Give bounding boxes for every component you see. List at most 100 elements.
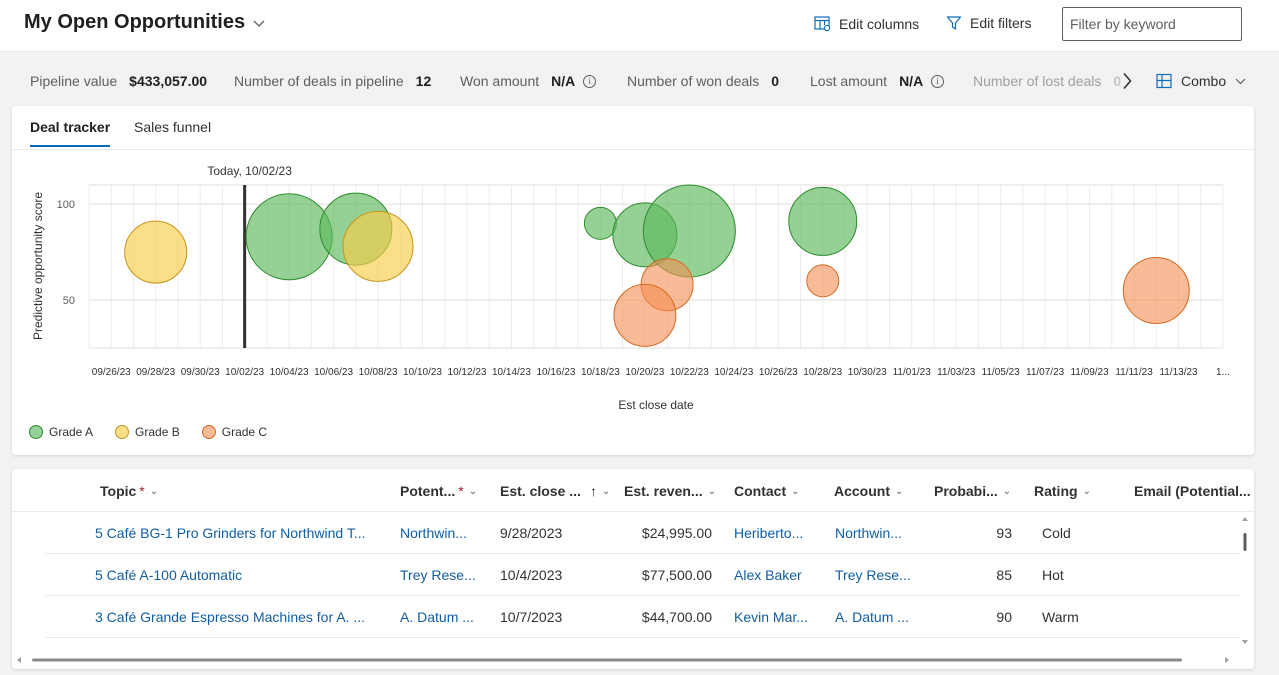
bubble-grade-b[interactable]: [342, 210, 414, 282]
cell-probability: 85: [996, 567, 1012, 583]
scrollbar-thumb[interactable]: [1243, 533, 1247, 551]
info-icon[interactable]: i: [931, 74, 945, 88]
legend-swatch: [29, 425, 43, 439]
legend-item-grade-a[interactable]: Grade A: [29, 425, 93, 439]
x-tick-label: 10/20/23: [625, 367, 664, 378]
cell-potential-customer[interactable]: A. Datum ...: [400, 609, 474, 625]
cell-est-close: 9/28/2023: [500, 525, 563, 541]
scroll-down-icon[interactable]: [1242, 640, 1248, 644]
horizontal-scrollbar[interactable]: [12, 653, 1254, 667]
cell-account[interactable]: Northwin...: [835, 525, 902, 541]
deal-tracker-card: Deal tracker Sales funnel 100 50 09/26/23 0…: [12, 106, 1254, 455]
chevron-down-icon: ⌄: [1002, 485, 1012, 497]
view-switch-label: Combo: [1181, 73, 1227, 89]
table-row[interactable]: 3 Café Grande Espresso Machines for A. .…: [45, 596, 1240, 638]
x-tick-label: 10/14/23: [492, 367, 531, 378]
info-icon[interactable]: i: [583, 74, 597, 88]
bubble-grade-c[interactable]: [806, 264, 840, 298]
x-tick-label: 11/01/23: [893, 367, 932, 378]
deal-count: 12: [415, 73, 432, 89]
x-tick-label: 11/05/23: [982, 367, 1021, 378]
column-header-est-close[interactable]: Est. close ... ↑ ⌄: [500, 483, 611, 499]
chevron-right-icon[interactable]: [1122, 72, 1132, 90]
pipeline-metrics-bar: Pipeline value $433,057.00 Number of dea…: [0, 53, 1279, 105]
scroll-up-icon[interactable]: [1242, 517, 1248, 521]
chevron-down-icon: [253, 20, 265, 27]
top-command-bar: My Open Opportunities Edit columns Edit …: [0, 0, 1279, 52]
x-tick-label: 10/04/23: [270, 367, 309, 378]
today-marker-label: Today, 10/02/23: [207, 164, 292, 178]
page-title: My Open Opportunities: [24, 11, 246, 33]
legend-swatch: [201, 425, 216, 439]
y-tick-label: 50: [63, 295, 75, 307]
tab-sales-funnel[interactable]: Sales funnel: [134, 119, 212, 135]
cell-probability: 90: [996, 609, 1012, 625]
bubble-grade-a[interactable]: [583, 206, 617, 240]
metric-lost-deals: Number of lost deals 0: [973, 73, 1121, 89]
view-selector[interactable]: My Open Opportunities: [24, 11, 265, 34]
x-tick-label: 10/28/23: [803, 367, 842, 378]
won-amount: N/A: [551, 73, 576, 89]
chevron-down-icon: ⌄: [149, 485, 159, 497]
cell-rating: Warm: [1042, 609, 1079, 625]
metric-lost-amount: Lost amount N/A i: [810, 73, 945, 89]
column-header-est-revenue[interactable]: Est. reven... ⌄: [624, 483, 716, 499]
chevron-down-icon: ⌄: [791, 485, 800, 497]
table-row[interactable]: 5 Café BG-1 Pro Grinders for Northwind T…: [45, 512, 1240, 554]
edit-filters-button[interactable]: Edit filters: [946, 15, 1031, 31]
bubble-grade-c[interactable]: [1122, 256, 1190, 324]
column-header-account[interactable]: Account ⌄: [834, 483, 904, 499]
column-header-email[interactable]: Email (Potential...: [1134, 483, 1251, 499]
x-tick-label: 10/16/23: [536, 367, 575, 378]
cell-account[interactable]: A. Datum ...: [835, 609, 909, 625]
pipeline-value: $433,057.00: [129, 73, 208, 89]
bubble-chart[interactable]: 100 50 09/26/23 09/28/23 09/30/23 10/02/23 10/…: [12, 150, 1254, 422]
vertical-scrollbar[interactable]: [1240, 513, 1250, 649]
edit-columns-icon: [814, 16, 831, 32]
x-tick-label: 10/06/23: [314, 367, 353, 378]
x-tick-label: 11/13/23: [1159, 367, 1198, 378]
column-header-contact[interactable]: Contact ⌄: [734, 483, 800, 499]
x-tick-label: 09/26/23: [92, 367, 131, 378]
filter-icon: [946, 16, 962, 30]
cell-contact[interactable]: Alex Baker: [734, 567, 802, 583]
legend-item-grade-c[interactable]: Grade C: [201, 425, 267, 439]
cell-contact[interactable]: Heriberto...: [734, 525, 804, 541]
tab-deal-tracker[interactable]: Deal tracker: [30, 119, 111, 147]
grid-header: Topic * ⌄ Potent... * ⌄ Est. close ... ↑ ⌄ Est…: [12, 469, 1254, 512]
won-deals: 0: [771, 73, 780, 89]
cell-account[interactable]: Trey Rese...: [835, 567, 911, 583]
cell-potential-customer[interactable]: Northwin...: [400, 525, 467, 541]
keyword-filter-input[interactable]: [1062, 7, 1242, 41]
bubble-grade-a[interactable]: [788, 186, 858, 256]
cell-est-revenue: $24,995.00: [641, 525, 712, 541]
lost-deals: 0: [1113, 73, 1121, 89]
column-header-probability[interactable]: Probabi... ⌄: [934, 483, 1012, 499]
bubble-grade-b[interactable]: [124, 220, 188, 284]
x-tick-label: 10/10/23: [403, 367, 442, 378]
bubble-grade-c[interactable]: [613, 283, 677, 347]
scroll-left-icon[interactable]: [17, 657, 21, 663]
chevron-down-icon: ⌄: [1082, 485, 1091, 497]
chevron-down-icon: ⌄: [468, 485, 478, 497]
metric-pipeline-value: Pipeline value $433,057.00: [30, 73, 208, 89]
bubble-grade-a[interactable]: [245, 193, 333, 281]
column-header-potential-customer[interactable]: Potent... * ⌄: [400, 483, 478, 499]
cell-topic[interactable]: 5 Café A-100 Automatic: [95, 567, 243, 583]
view-switch-dropdown[interactable]: Combo: [1156, 73, 1246, 89]
cell-potential-customer[interactable]: Trey Rese...: [400, 567, 476, 583]
edit-filters-label: Edit filters: [970, 15, 1032, 31]
x-tick-label: 11/03/23: [937, 367, 976, 378]
scrollbar-thumb[interactable]: [32, 658, 1182, 662]
chart-legend: Grade A Grade B Grade C: [29, 425, 267, 439]
edit-columns-button[interactable]: Edit columns: [814, 15, 919, 32]
legend-item-grade-b[interactable]: Grade B: [115, 425, 180, 439]
cell-topic[interactable]: 3 Café Grande Espresso Machines for A. .…: [95, 609, 366, 625]
scroll-right-icon[interactable]: [1225, 657, 1229, 663]
table-row[interactable]: 5 Café A-100 Automatic Trey Rese... 10/4…: [45, 554, 1240, 596]
column-header-topic[interactable]: Topic * ⌄: [100, 483, 159, 499]
cell-topic[interactable]: 5 Café BG-1 Pro Grinders for Northwind T…: [95, 525, 366, 541]
cell-est-close: 10/4/2023: [500, 567, 563, 583]
column-header-rating[interactable]: Rating ⌄: [1034, 483, 1091, 499]
cell-contact[interactable]: Kevin Mar...: [734, 609, 808, 625]
